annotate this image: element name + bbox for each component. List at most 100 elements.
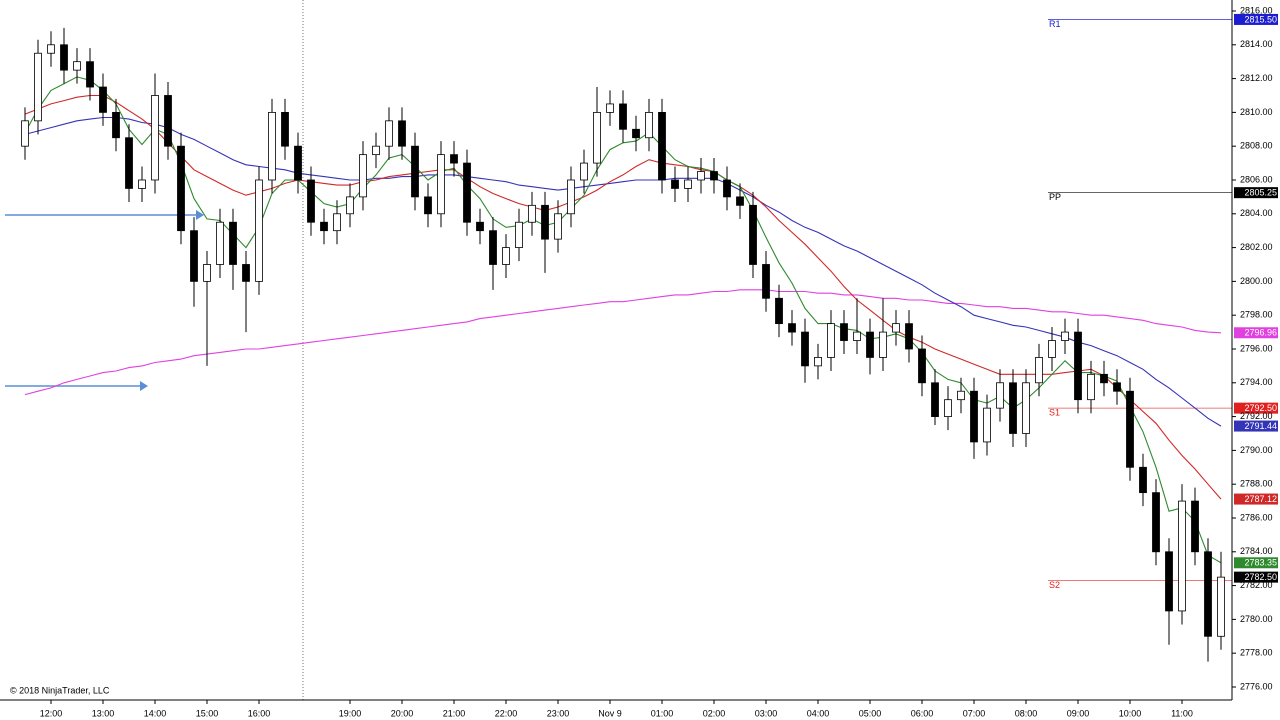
candle-body [502, 247, 510, 265]
candle-body [593, 111, 601, 164]
candle-body [515, 221, 523, 248]
candle-body [983, 407, 991, 443]
candle-body [619, 103, 627, 130]
candle-body [1126, 390, 1134, 468]
y-tick-label: 2814.00 [1240, 39, 1273, 49]
x-tick-label: 11:00 [1171, 708, 1193, 718]
candle-body [307, 179, 315, 223]
candle-body [21, 120, 29, 147]
candle-body [1113, 382, 1121, 392]
x-tick-label: 07:00 [963, 708, 986, 718]
candle-body [1178, 500, 1186, 612]
y-tick-label: 2794.00 [1240, 377, 1273, 387]
candle-body [814, 357, 822, 367]
candle-body [1022, 382, 1030, 434]
candle-body [567, 179, 575, 215]
price-flag-label: 2783.35 [1244, 558, 1277, 568]
y-tick-label: 2816.00 [1240, 5, 1273, 15]
x-tick-label: 22:00 [495, 708, 518, 718]
candle-body [216, 221, 224, 265]
y-tick-label: 2804.00 [1240, 208, 1273, 218]
candle-body [775, 297, 783, 325]
candle-body [892, 323, 900, 333]
price-flag-label: 2787.12 [1244, 494, 1277, 504]
candle-body [918, 348, 926, 384]
candle-body [1191, 500, 1199, 553]
candle-body [125, 137, 133, 189]
candle-body [905, 323, 913, 350]
x-tick-label: 03:00 [755, 708, 778, 718]
candle-body [1087, 373, 1095, 401]
candle-body [1048, 340, 1056, 358]
candle-body [86, 61, 94, 88]
candle-body [60, 44, 68, 71]
candle-body [99, 86, 107, 113]
indicator-line [24, 289, 1222, 396]
pivot-name: R1 [1049, 19, 1061, 29]
y-tick-label: 2782.00 [1240, 580, 1273, 590]
x-tick-label: 10:00 [1119, 708, 1142, 718]
drawn-arrow [5, 381, 148, 391]
candle-body [489, 230, 497, 265]
x-tick-label: 19:00 [339, 708, 362, 718]
candle-body [437, 154, 445, 215]
pivot-name: S1 [1049, 408, 1060, 418]
price-flag-label: 2796.96 [1244, 328, 1277, 338]
candle-body [840, 323, 848, 341]
candle-body [411, 145, 419, 198]
price-flag [1234, 493, 1278, 505]
candle-body [385, 120, 393, 147]
price-flags: 2815.50 2805.25 2792.50 2796.96 2791.44 2787.… [1234, 13, 1278, 583]
candle-body [242, 264, 250, 282]
x-tick-label: 05:00 [859, 708, 882, 718]
x-tick-label: 08:00 [1015, 708, 1038, 718]
candle-body [346, 196, 354, 215]
candle-body [801, 331, 809, 367]
y-tick-label: 2784.00 [1240, 546, 1273, 556]
price-flag [1234, 557, 1278, 569]
candle-body [476, 221, 484, 232]
candle-body [177, 145, 185, 232]
y-tick-label: 2788.00 [1240, 479, 1273, 489]
x-tick-label: 06:00 [911, 708, 934, 718]
candle-body [34, 52, 42, 122]
candle-body [463, 162, 471, 223]
x-tick-label: 01:00 [651, 708, 674, 718]
indicator-line [24, 116, 1222, 427]
price-flag [1234, 187, 1278, 199]
candle-body [853, 331, 861, 341]
candle-body [944, 399, 952, 417]
y-tick-label: 2802.00 [1240, 242, 1273, 252]
candle-body [658, 111, 666, 181]
price-flag [1234, 13, 1278, 25]
candle-body [398, 120, 406, 147]
candle-body [255, 179, 263, 282]
y-tick-label: 2778.00 [1240, 648, 1273, 658]
price-flag-label: 2815.50 [1244, 14, 1277, 24]
x-tick-label: 21:00 [443, 708, 466, 718]
y-tick-label: 2808.00 [1240, 141, 1273, 151]
candle-body [749, 204, 757, 265]
candle-body [151, 95, 159, 181]
candle-body [229, 221, 237, 265]
candle-body [359, 154, 367, 198]
candle-body [1100, 373, 1108, 384]
x-tick-label: 13:00 [92, 708, 115, 718]
x-tick-label: 23:00 [547, 708, 570, 718]
candle-body [1152, 492, 1160, 553]
candle-body [970, 390, 978, 443]
candle-body [1061, 331, 1069, 341]
candle-body [866, 331, 874, 358]
candle-body [1165, 551, 1173, 612]
candle-body [372, 145, 380, 156]
pivot-name: S2 [1049, 580, 1060, 590]
price-flag [1234, 420, 1278, 432]
candle-body [580, 162, 588, 181]
candle-body [1009, 382, 1017, 434]
candle-body [684, 179, 692, 189]
candle-body [47, 44, 55, 54]
x-tick-label: 02:00 [703, 708, 726, 718]
price-flag [1234, 402, 1278, 414]
candle-body [723, 179, 731, 198]
price-flag [1234, 327, 1278, 339]
